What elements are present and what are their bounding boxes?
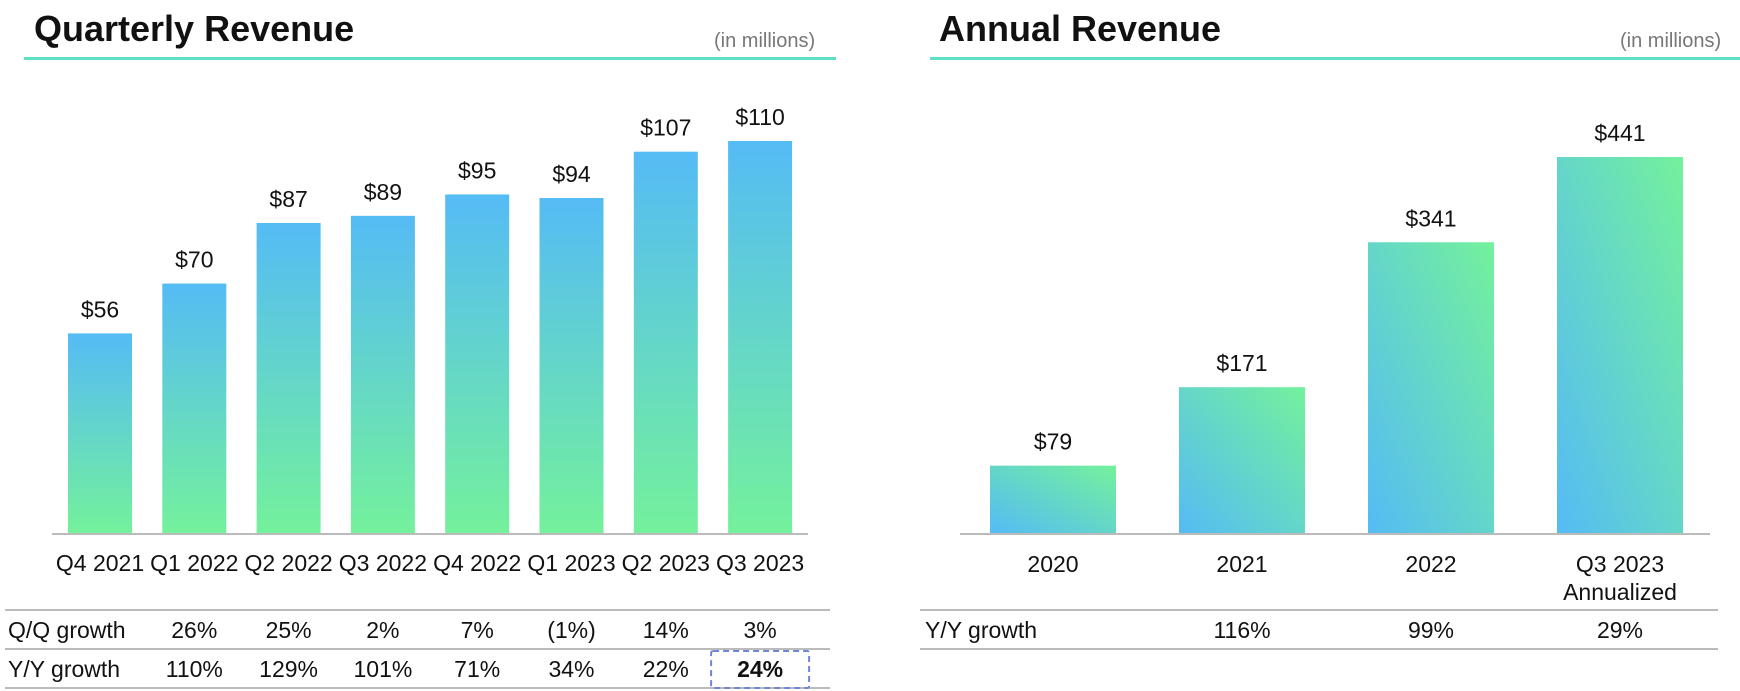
x-tick-label: Q3 2023 [1576, 551, 1664, 577]
bar-value-label: $94 [552, 161, 591, 187]
table-cell: 22% [643, 656, 689, 682]
table-cell: 101% [353, 656, 412, 682]
bar-value-label: $89 [364, 179, 402, 205]
bar [728, 141, 793, 533]
table-cell: 26% [171, 617, 217, 643]
annual-title-rule [930, 57, 1740, 60]
table-cell: 34% [548, 656, 594, 682]
x-tick-label: Q1 2023 [527, 550, 615, 576]
table-cell: (1%) [547, 617, 596, 643]
bar-value-label: $87 [269, 186, 307, 212]
bar-value-label: $95 [458, 157, 496, 183]
table-cell: 3% [743, 617, 776, 643]
quarterly-revenue-chart: $56 Q4 2021 $70 Q1 2022 $87 Q2 2022 $89 Q3 2022… [5, 104, 830, 689]
bar-value-label: $107 [640, 115, 691, 141]
annual-revenue-panel: Annual Revenue (in millions) $79 2020 $171… [920, 0, 1740, 691]
highlighted-growth-value: 24% [737, 656, 783, 682]
table-cell: 129% [259, 656, 318, 682]
x-tick-label: Q2 2022 [244, 550, 332, 576]
table-row-label: Y/Y growth [8, 656, 120, 682]
annual-revenue-chart: $79 2020 $171 2021 $341 2022 $441 Q3 2023Annual… [920, 120, 1718, 650]
table-cell: 71% [454, 656, 500, 682]
annual-title: Annual Revenue [939, 8, 1222, 49]
bar [256, 222, 321, 534]
x-tick-label: Annualized [1563, 579, 1677, 605]
table-cell: 25% [266, 617, 312, 643]
x-tick-label: Q3 2022 [339, 550, 427, 576]
bar [539, 198, 604, 533]
bar-value-label: $441 [1594, 120, 1645, 146]
table-cell: 99% [1408, 617, 1454, 643]
table-cell: 7% [461, 617, 494, 643]
table-cell: 29% [1597, 617, 1643, 643]
quarterly-title: Quarterly Revenue [34, 8, 355, 49]
table-cell: 110% [166, 656, 223, 682]
x-tick-label: 2021 [1216, 551, 1267, 577]
bar [162, 283, 227, 533]
bar [350, 215, 415, 533]
table-cell: 14% [643, 617, 689, 643]
annual-units-note: (in millions) [1620, 30, 1722, 52]
bar [633, 151, 698, 533]
quarterly-revenue-panel: Quarterly Revenue (in millions) $56 Q4 20… [0, 0, 840, 691]
x-tick-label: Q2 2023 [622, 550, 710, 576]
bar-value-label: $56 [81, 296, 119, 322]
highlight-dashed-box [710, 650, 811, 689]
bar [1179, 387, 1305, 533]
bar [1368, 242, 1494, 533]
x-tick-label: 2020 [1027, 551, 1078, 577]
x-tick-label: Q4 2021 [56, 550, 144, 576]
bar-value-label: $79 [1034, 429, 1072, 455]
bar-value-label: $110 [735, 104, 784, 130]
bar-value-label: $70 [175, 247, 213, 273]
table-cell: 116% [1213, 617, 1270, 643]
bar-value-label: $341 [1405, 205, 1456, 231]
x-tick-label: 2022 [1405, 551, 1456, 577]
quarterly-title-rule [24, 57, 836, 60]
bar [68, 333, 132, 533]
bar [990, 465, 1116, 533]
x-tick-label: Q4 2022 [433, 550, 521, 576]
bar [1557, 157, 1683, 533]
x-tick-label: Q1 2022 [150, 550, 238, 576]
table-row-label: Y/Y growth [925, 617, 1037, 643]
x-tick-label: Q3 2023 [716, 550, 804, 576]
bar-value-label: $171 [1216, 350, 1267, 376]
table-row-label: Q/Q growth [8, 617, 126, 643]
table-cell: 2% [366, 617, 399, 643]
bar [445, 194, 510, 534]
quarterly-units-note: (in millions) [714, 30, 816, 52]
